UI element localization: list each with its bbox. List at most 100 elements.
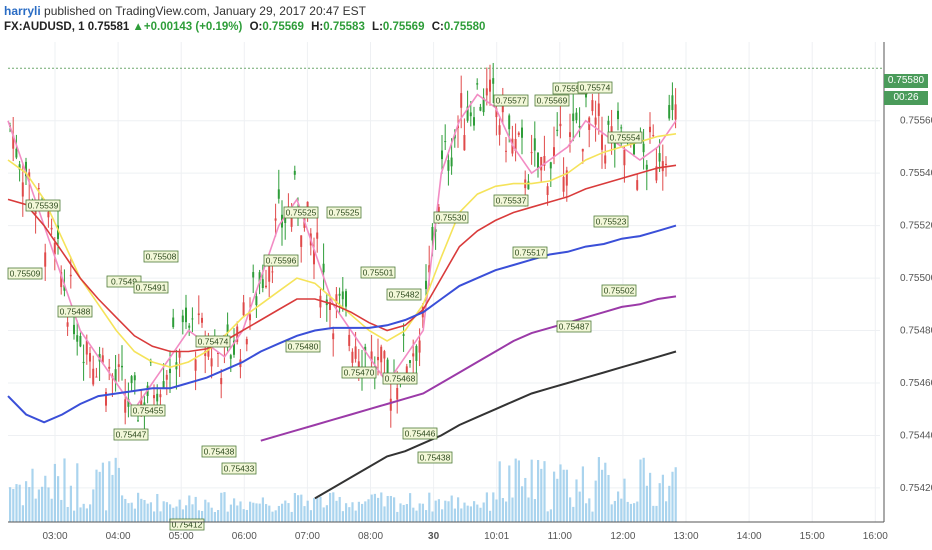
candle-body — [405, 366, 408, 379]
candle-body — [252, 272, 255, 278]
price-label-box — [433, 211, 469, 224]
volume-bar — [89, 504, 92, 522]
candle-body — [671, 95, 674, 111]
price-label-box — [263, 254, 299, 267]
price-label: 0.75447 — [113, 428, 149, 441]
volume-bar — [613, 500, 616, 522]
close-label: C: — [431, 21, 444, 33]
volume-bar — [95, 469, 98, 522]
volume-bar — [431, 511, 434, 522]
price-label-text: 0.75480 — [288, 342, 319, 352]
candle-body — [354, 346, 357, 359]
candle-body — [380, 346, 383, 363]
candle-body — [569, 132, 571, 137]
volume-bar — [396, 511, 399, 522]
candle-body — [63, 284, 66, 291]
candle-body — [370, 351, 373, 362]
volume-bar — [463, 502, 466, 522]
candle-body — [25, 161, 27, 177]
volume-bar — [213, 511, 216, 522]
price-label-box — [493, 94, 529, 107]
volume-bar — [111, 474, 114, 522]
price-label-text: 0.75523 — [596, 217, 627, 227]
published-text: published on TradingView.com, January 29… — [40, 4, 367, 18]
username-link[interactable]: harryli — [4, 4, 41, 18]
price-label: 0.75596 — [263, 254, 299, 267]
candle-body — [226, 324, 229, 333]
price-label-text: 0.7549 — [111, 277, 137, 287]
x-tick-label: 10:01 — [484, 531, 509, 542]
price-label-text: 0.75474 — [198, 337, 229, 347]
candle-body — [517, 132, 520, 135]
volume-bar — [82, 503, 85, 522]
price-label: 0.75517 — [512, 246, 548, 259]
volume-bar — [242, 509, 245, 522]
volume-bar — [441, 509, 444, 522]
volume-bar — [306, 500, 309, 522]
candle-body — [21, 182, 24, 197]
candle-body — [201, 317, 203, 323]
volume-bar — [572, 506, 575, 522]
candle-body — [597, 103, 600, 116]
volume-bar — [658, 483, 661, 522]
volume-bar — [466, 505, 469, 522]
candle-body — [300, 235, 303, 247]
volume-bar — [626, 501, 629, 522]
volume-bar — [31, 468, 34, 522]
volume-bar — [562, 469, 565, 522]
price-label-text: 0.75455 — [133, 406, 164, 416]
candle-body — [34, 209, 37, 215]
volume-bar — [620, 498, 623, 522]
candle-body — [402, 334, 405, 336]
volume-bar — [76, 463, 79, 522]
price-label: 0.75525 — [283, 206, 319, 219]
volume-bar — [655, 505, 658, 522]
candle-body — [409, 360, 411, 363]
volume-bar — [201, 510, 204, 522]
candle-body — [335, 294, 338, 304]
volume-bar — [636, 501, 639, 522]
candle-body — [601, 134, 603, 150]
price-chart[interactable]: 0.75509 0.75539 0.75488 0.75447 0.75508 0.754… — [0, 40, 932, 550]
volume-bar — [473, 501, 476, 522]
volume-bar — [479, 507, 482, 522]
candle-body — [133, 375, 136, 381]
volume-bar — [217, 510, 220, 522]
price-label: 0.75412 — [169, 518, 205, 531]
price-label: 0.75569 — [534, 94, 570, 107]
volume-bar — [188, 495, 191, 522]
candle-body — [434, 229, 437, 232]
y-tick-label: 0.75480 — [900, 326, 932, 337]
volume-bar — [434, 500, 437, 522]
volume-bar — [124, 498, 127, 522]
volume-bar — [453, 508, 456, 522]
candle-body — [53, 242, 56, 255]
volume-bar — [482, 502, 485, 522]
volume-bar — [66, 506, 69, 522]
price-label: 0.75508 — [143, 250, 179, 263]
volume-bar — [105, 510, 108, 522]
volume-bar — [178, 499, 181, 522]
volume-bar — [181, 509, 184, 522]
candle-body — [268, 266, 271, 282]
price-label-box — [360, 266, 396, 279]
price-label-text: 0.75446 — [405, 429, 436, 439]
volume-bar — [469, 506, 472, 522]
candle-body — [415, 346, 418, 361]
volume-bar — [457, 497, 460, 522]
price-label-box — [169, 518, 205, 531]
candle-body — [642, 143, 645, 153]
candle-body — [37, 188, 40, 190]
volume-bar — [460, 508, 463, 522]
volume-bar — [367, 499, 370, 522]
candle-body — [284, 213, 287, 224]
volume-bar — [345, 503, 348, 522]
price-label: 0.75577 — [493, 94, 529, 107]
price-label-box — [113, 428, 149, 441]
volume-bar — [444, 500, 447, 522]
price-label-box — [577, 81, 613, 94]
candle-body — [572, 113, 575, 122]
price-label-box — [57, 305, 93, 318]
price-label-text: 0.75539 — [28, 201, 59, 211]
